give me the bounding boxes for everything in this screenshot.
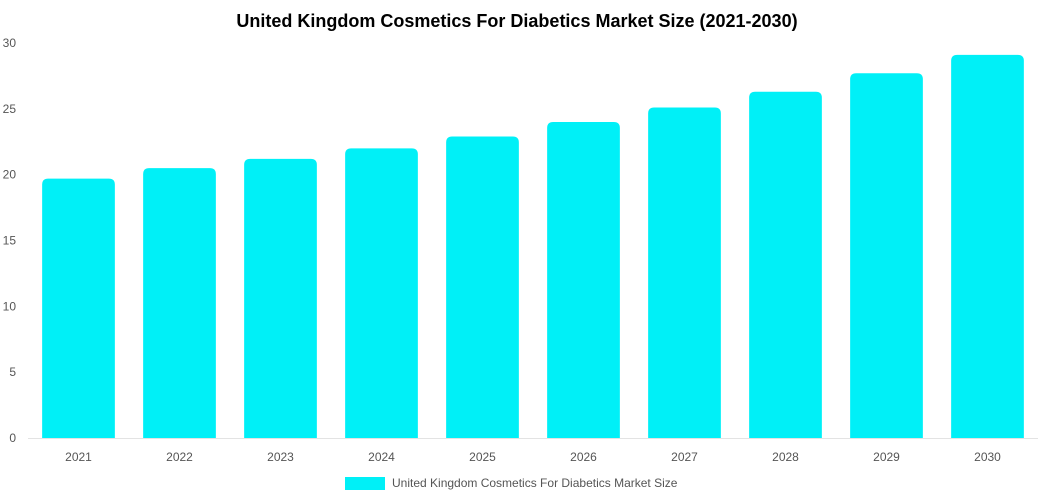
x-tick-label: 2022 — [166, 450, 193, 464]
x-axis: 2021 2022 2023 2024 2025 2026 2027 2028 2029 2030 — [28, 438, 1038, 464]
x-tick-label: 2023 — [267, 450, 294, 464]
bar-2023[interactable] — [244, 158, 317, 438]
x-tick-label: 2028 — [772, 450, 799, 464]
legend-label: United Kingdom Cosmetics For Diabetics M… — [392, 476, 678, 490]
y-tick-label: 10 — [3, 299, 17, 313]
bar-series — [42, 54, 1024, 439]
x-tick-label: 2026 — [570, 450, 597, 464]
chart-title: United Kingdom Cosmetics For Diabetics M… — [236, 11, 797, 31]
x-tick-label: 2030 — [974, 450, 1001, 464]
y-tick-label: 0 — [9, 431, 16, 445]
legend-swatch — [345, 477, 385, 490]
bar-2026[interactable] — [547, 122, 620, 438]
x-tick-label: 2021 — [65, 450, 92, 464]
y-tick-label: 20 — [3, 168, 17, 182]
x-tick-label: 2024 — [368, 450, 395, 464]
y-tick-label: 5 — [9, 365, 16, 379]
y-tick-label: 30 — [3, 36, 17, 50]
y-tick-label: 25 — [3, 102, 17, 116]
bar-2027[interactable] — [648, 107, 721, 439]
x-tick-label: 2025 — [469, 450, 496, 464]
bar-2021[interactable] — [42, 178, 115, 438]
x-tick-label: 2029 — [873, 450, 900, 464]
legend[interactable]: United Kingdom Cosmetics For Diabetics M… — [345, 476, 678, 490]
bar-2029[interactable] — [850, 73, 923, 439]
y-axis: 0 5 10 15 20 25 30 — [3, 36, 17, 445]
x-tick-label: 2027 — [671, 450, 698, 464]
bar-2025[interactable] — [446, 136, 519, 438]
y-tick-label: 15 — [3, 234, 17, 248]
bar-2028[interactable] — [749, 91, 822, 438]
bar-2024[interactable] — [345, 148, 418, 439]
bar-2030[interactable] — [951, 54, 1024, 438]
bar-2022[interactable] — [143, 168, 216, 439]
